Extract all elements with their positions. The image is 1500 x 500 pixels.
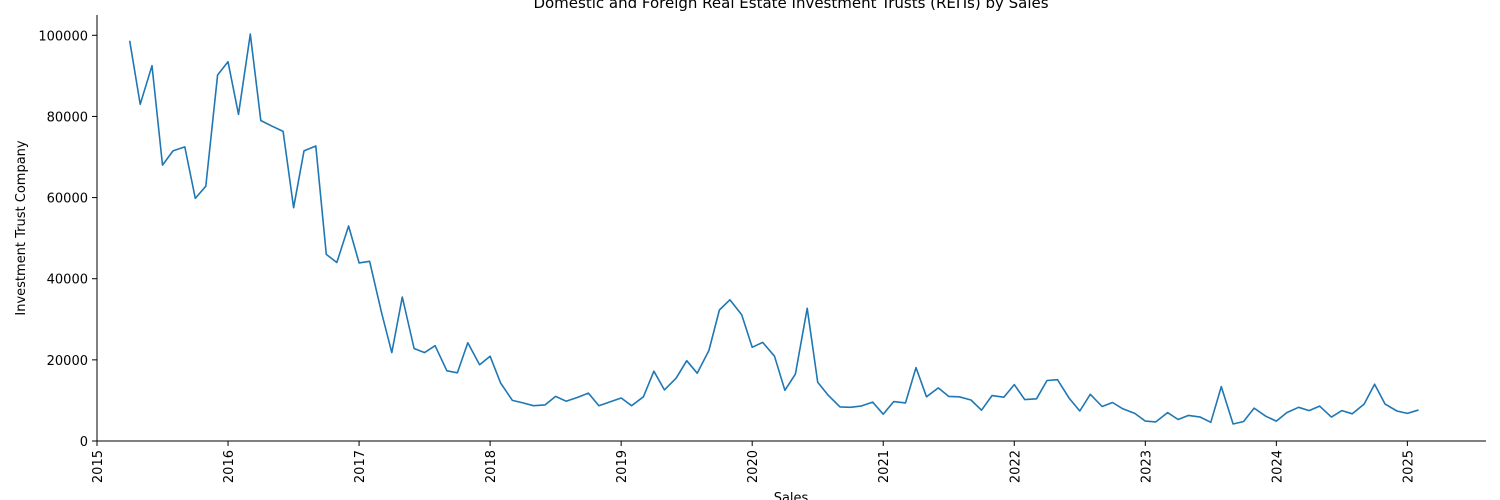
x-tick-label: 2023	[1139, 450, 1154, 483]
axes	[96, 15, 1486, 442]
series-line	[129, 33, 1419, 425]
ticks: 0 20000 40000 60000 80000 100000 2015 2016 2017 2…	[38, 29, 1416, 483]
x-tick-label: 2017	[353, 450, 368, 483]
x-axis-label: Sales	[774, 491, 809, 500]
y-tick-label: 100000	[38, 29, 88, 44]
y-tick-label: 0	[80, 435, 88, 450]
x-tick-label: 2022	[1008, 450, 1023, 483]
x-tick-label: 2019	[615, 450, 630, 483]
series	[129, 33, 1419, 425]
y-tick-label: 20000	[47, 354, 88, 369]
x-tick-label: 2024	[1270, 450, 1285, 483]
x-tick-label: 2025	[1401, 450, 1416, 483]
chart-title: Domestic and Foreign Real Estate Investm…	[533, 0, 1048, 12]
y-tick-label: 60000	[47, 192, 88, 207]
y-axis-label: Investment Trust Company	[14, 140, 29, 316]
y-tick-label: 40000	[47, 273, 88, 288]
x-tick-label: 2021	[877, 450, 892, 483]
x-tick-label: 2018	[484, 450, 499, 483]
y-tick-label: 80000	[47, 110, 88, 125]
x-tick-label: 2015	[91, 450, 106, 483]
y-axis-label-group: Investment Trust Company	[14, 140, 29, 316]
x-tick-label: 2020	[746, 450, 761, 483]
x-tick-label: 2016	[222, 450, 237, 483]
